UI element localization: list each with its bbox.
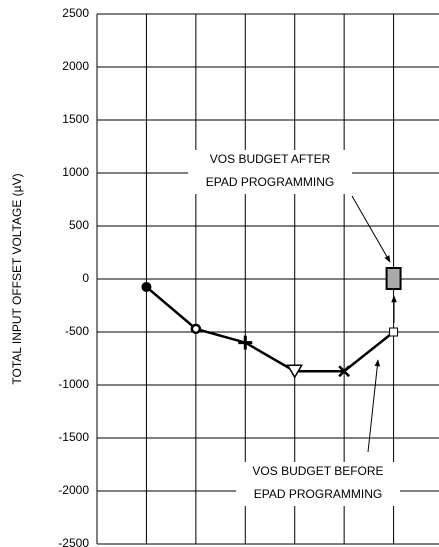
arrow [351, 195, 391, 263]
y-tick-label: -1000 [58, 377, 89, 391]
series-line [145, 285, 395, 373]
marker [389, 327, 399, 337]
marker [190, 323, 202, 335]
y-tick-label: -2000 [58, 483, 89, 497]
y-tick-label: -1500 [58, 430, 89, 444]
y-tick-label: 1000 [62, 165, 89, 179]
marker [385, 267, 402, 290]
marker [338, 365, 351, 378]
annotation-text: EPAD PROGRAMMING [206, 175, 334, 189]
y-tick-label: 500 [69, 218, 89, 232]
marker [141, 281, 152, 292]
annotation-bg [236, 462, 400, 506]
y-tick-label: 2000 [62, 59, 89, 73]
marker [238, 335, 253, 350]
annotation-text: VOS BUDGET AFTER [210, 152, 331, 166]
y-tick-label: 0 [82, 271, 89, 285]
y-tick-label: 1500 [62, 112, 89, 126]
marker [286, 364, 304, 379]
annotation-text: VOS BUDGET BEFORE [252, 464, 383, 478]
y-axis-label: TOTAL INPUT OFFSET VOLTAGE (µV) [10, 173, 24, 384]
arrow [367, 359, 381, 453]
annotation-text: EPAD PROGRAMMING [254, 487, 382, 501]
y-tick-label: -500 [65, 324, 89, 338]
annotation-bg [188, 150, 352, 194]
annotations: VOS BUDGET AFTER EPAD PROGRAMMING VOS BUDG… [188, 150, 400, 506]
y-tick-label: 2500 [62, 6, 89, 20]
y-tick-label: -2500 [58, 536, 89, 547]
